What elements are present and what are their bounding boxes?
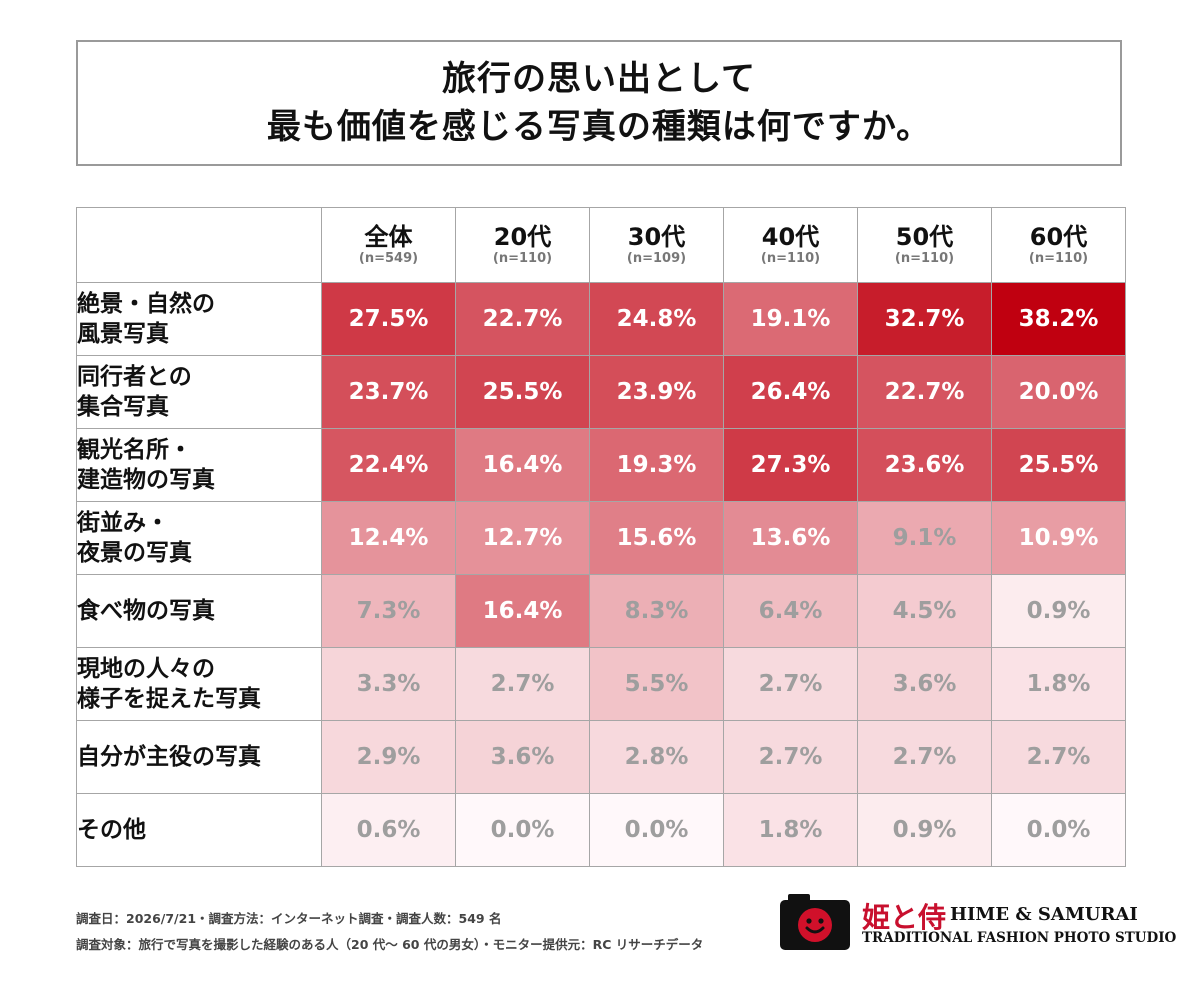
- column-sample-size: (n=110): [492, 251, 553, 266]
- column-sample-size: (n=110): [894, 251, 955, 266]
- row-label: 観光名所・ 建造物の写真: [76, 428, 322, 502]
- column-header-label: 60代: [1029, 223, 1088, 251]
- heatmap-cell: 2.7%: [857, 720, 992, 794]
- heatmap-cell: 22.7%: [455, 282, 590, 356]
- heatmap-cell: 23.7%: [321, 355, 456, 429]
- table-row: 絶景・自然の 風景写真 27.5% 22.7% 24.8% 19.1% 32.7% 38.2…: [76, 282, 1126, 356]
- heatmap-cell: 8.3%: [589, 574, 724, 648]
- heatmap-cell: 1.8%: [723, 793, 858, 867]
- column-sample-size: (n=110): [1028, 251, 1089, 266]
- heatmap-cell: 25.5%: [991, 428, 1126, 502]
- row-label: 食べ物の写真: [76, 574, 322, 648]
- row-label: 自分が主役の写真: [76, 720, 322, 794]
- heatmap-table: 全体 (n=549) 20代 (n=110) 30代 (n=109) 40代 (n=110) 5…: [76, 207, 1126, 867]
- column-sample-size: (n=110): [760, 251, 821, 266]
- heatmap-cell: 22.4%: [321, 428, 456, 502]
- column-header: 40代 (n=110): [723, 207, 858, 283]
- table-row: その他 0.6% 0.0% 0.0% 1.8% 0.9% 0.0%: [76, 793, 1126, 867]
- table-row: 同行者との 集合写真 23.7% 25.5% 23.9% 26.4% 22.7% 20.0%: [76, 355, 1126, 429]
- heatmap-cell: 0.6%: [321, 793, 456, 867]
- heatmap-cell: 9.1%: [857, 501, 992, 575]
- title-line-2: 最も価値を感じる写真の種類は何ですか。: [266, 107, 932, 147]
- heatmap-cell: 10.9%: [991, 501, 1126, 575]
- heatmap-cell: 0.0%: [455, 793, 590, 867]
- table-row: 街並み・ 夜景の写真 12.4% 12.7% 15.6% 13.6% 9.1% 10.9%: [76, 501, 1126, 575]
- logo-brand-name: HIME & SAMURAI: [950, 904, 1138, 925]
- row-label: 街並み・ 夜景の写真: [76, 501, 322, 575]
- heatmap-cell: 20.0%: [991, 355, 1126, 429]
- heatmap-cell: 27.3%: [723, 428, 858, 502]
- heatmap-cell: 5.5%: [589, 647, 724, 721]
- table-row: 現地の人々の 様子を捉えた写真 3.3% 2.7% 5.5% 2.7% 3.6% 1.8%: [76, 647, 1126, 721]
- heatmap-cell: 32.7%: [857, 282, 992, 356]
- heatmap-cell: 2.9%: [321, 720, 456, 794]
- footer-survey-target: 調査対象：旅行で写真を撮影した経験のある人（20 代～ 60 代の男女）・モニタ…: [76, 937, 704, 952]
- column-header-label: 50代: [895, 223, 954, 251]
- heatmap-cell: 16.4%: [455, 574, 590, 648]
- column-header: 20代 (n=110): [455, 207, 590, 283]
- logo-kanji: 姫と侍: [862, 901, 947, 934]
- heatmap-cell: 38.2%: [991, 282, 1126, 356]
- heatmap-cell: 0.0%: [589, 793, 724, 867]
- heatmap-cell: 24.8%: [589, 282, 724, 356]
- heatmap-cell: 12.4%: [321, 501, 456, 575]
- column-header-label: 全体: [364, 223, 413, 251]
- corner-cell: [76, 207, 322, 283]
- heatmap-cell: 2.8%: [589, 720, 724, 794]
- heatmap-cell: 3.6%: [455, 720, 590, 794]
- heatmap-cell: 2.7%: [723, 720, 858, 794]
- table-row: 食べ物の写真 7.3% 16.4% 8.3% 6.4% 4.5% 0.9%: [76, 574, 1126, 648]
- heatmap-cell: 0.0%: [991, 793, 1126, 867]
- heatmap-cell: 15.6%: [589, 501, 724, 575]
- heatmap-cell: 0.9%: [857, 793, 992, 867]
- heatmap-cell: 25.5%: [455, 355, 590, 429]
- camera-icon: [780, 894, 850, 950]
- table-row: 自分が主役の写真 2.9% 3.6% 2.8% 2.7% 2.7% 2.7%: [76, 720, 1126, 794]
- logo-subtitle: TRADITIONAL FASHION PHOTO STUDIO: [862, 930, 1177, 946]
- title-line-1: 旅行の思い出として: [442, 59, 756, 99]
- heatmap-cell: 19.3%: [589, 428, 724, 502]
- row-label: その他: [76, 793, 322, 867]
- heatmap-cell: 4.5%: [857, 574, 992, 648]
- heatmap-cell: 16.4%: [455, 428, 590, 502]
- heatmap-cell: 6.4%: [723, 574, 858, 648]
- heatmap-cell: 12.7%: [455, 501, 590, 575]
- heatmap-cell: 3.6%: [857, 647, 992, 721]
- heatmap-cell: 1.8%: [991, 647, 1126, 721]
- heatmap-cell: 2.7%: [991, 720, 1126, 794]
- heatmap-cell: 23.9%: [589, 355, 724, 429]
- row-label: 同行者との 集合写真: [76, 355, 322, 429]
- heatmap-cell: 22.7%: [857, 355, 992, 429]
- brand-logo: 姫と侍 HIME & SAMURAI TRADITIONAL FASHION P…: [780, 890, 1176, 950]
- heatmap-cell: 7.3%: [321, 574, 456, 648]
- column-header: 60代 (n=110): [991, 207, 1126, 283]
- row-label: 絶景・自然の 風景写真: [76, 282, 322, 356]
- table-row: 観光名所・ 建造物の写真 22.4% 16.4% 19.3% 27.3% 23.6% 25.…: [76, 428, 1126, 502]
- column-header: 30代 (n=109): [589, 207, 724, 283]
- footer-survey-info: 調査日：2026/7/21・調査方法：インターネット調査・調査人数：549 名: [76, 911, 502, 926]
- heatmap-cell: 23.6%: [857, 428, 992, 502]
- column-header-label: 30代: [627, 223, 686, 251]
- column-header-label: 20代: [493, 223, 552, 251]
- heatmap-cell: 3.3%: [321, 647, 456, 721]
- heatmap-cell: 2.7%: [455, 647, 590, 721]
- heatmap-body: 絶景・自然の 風景写真 27.5% 22.7% 24.8% 19.1% 32.7% 38.2…: [76, 282, 1126, 867]
- column-header: 全体 (n=549): [321, 207, 456, 283]
- heatmap-cell: 27.5%: [321, 282, 456, 356]
- column-header: 50代 (n=110): [857, 207, 992, 283]
- row-label: 現地の人々の 様子を捉えた写真: [76, 647, 322, 721]
- heatmap-cell: 2.7%: [723, 647, 858, 721]
- heatmap-cell: 19.1%: [723, 282, 858, 356]
- title-box: 旅行の思い出として 最も価値を感じる写真の種類は何ですか。: [76, 40, 1122, 166]
- column-header-label: 40代: [761, 223, 820, 251]
- heatmap-cell: 26.4%: [723, 355, 858, 429]
- column-sample-size: (n=109): [626, 251, 687, 266]
- column-header-row: 全体 (n=549) 20代 (n=110) 30代 (n=109) 40代 (n=110) 5…: [76, 207, 1126, 283]
- heatmap-cell: 13.6%: [723, 501, 858, 575]
- column-sample-size: (n=549): [358, 251, 419, 266]
- heatmap-cell: 0.9%: [991, 574, 1126, 648]
